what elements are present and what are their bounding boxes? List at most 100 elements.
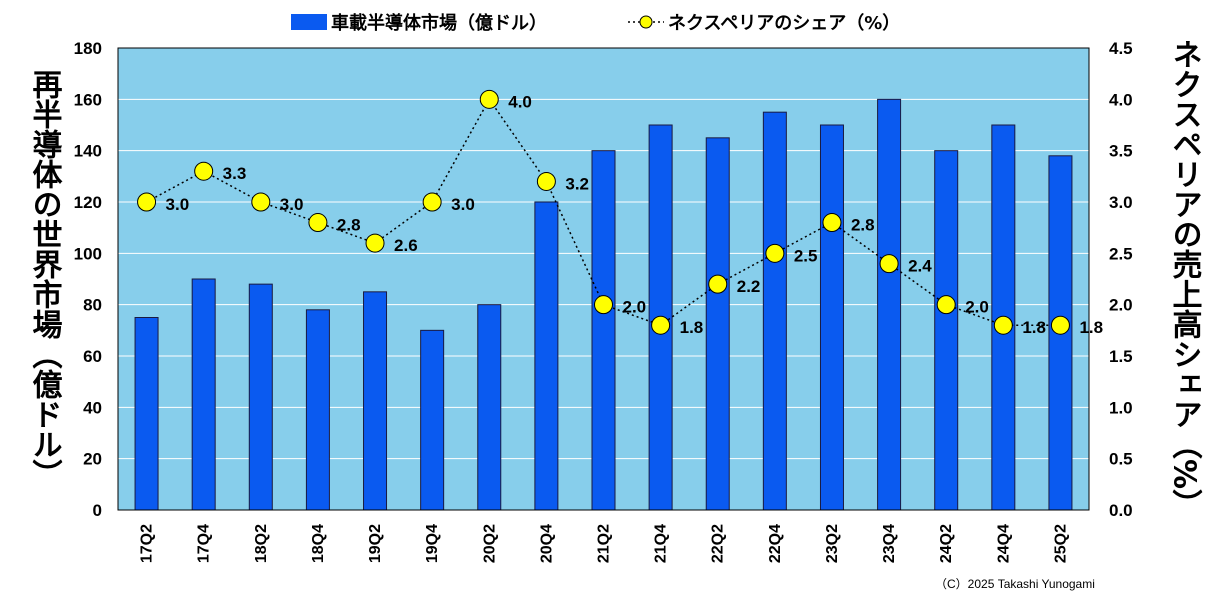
- market-bar: [534, 201, 559, 511]
- legend-bar-swatch: [291, 14, 327, 30]
- x-tick-label: 23Q2: [824, 524, 841, 563]
- y2-tick-label: 1.5: [1109, 347, 1133, 366]
- market-bar: [762, 111, 787, 511]
- share-marker: [194, 161, 214, 181]
- share-marker: [594, 295, 613, 315]
- x-tick-label: 22Q4: [767, 524, 784, 563]
- x-tick-label: 19Q2: [367, 524, 384, 563]
- legend-bar-label: 車載半導体市場（億ドル）: [331, 12, 547, 34]
- market-bar: [420, 329, 445, 511]
- x-tick-label: 18Q2: [253, 524, 270, 563]
- share-marker: [708, 274, 728, 294]
- y-tick-label: 0: [93, 501, 102, 520]
- y2-axis-title: ネクスペリアの売上高シェア（%）: [1167, 39, 1203, 519]
- plot-border: [117, 47, 1090, 511]
- share-marker: [879, 254, 899, 274]
- share-markers: [137, 89, 1070, 335]
- share-marker: [137, 192, 157, 212]
- share-marker: [936, 295, 956, 315]
- share-marker: [422, 192, 442, 212]
- share-data-label: 3.0: [280, 195, 304, 214]
- share-data-label: 1.8: [1022, 318, 1046, 337]
- share-data-label: 2.8: [337, 216, 361, 235]
- x-tick-label: 18Q4: [310, 524, 327, 563]
- share-line: [146, 97, 1061, 327]
- share-marker: [251, 192, 271, 212]
- market-bar: [705, 137, 730, 511]
- market-bar: [877, 98, 902, 511]
- y-tick-label: 40: [83, 398, 102, 417]
- x-axis-ticks: 17Q2 17Q4 18Q2 18Q4 19Q2 19Q4 20Q2 20Q4 21Q2 21Q4…: [139, 524, 1070, 563]
- y-tick-label: 160: [74, 90, 102, 109]
- share-marker: [308, 213, 328, 233]
- legend-line-label: ネクスペリアのシェア（%）: [668, 13, 900, 34]
- y-tick-label: 100: [74, 244, 102, 263]
- y2-tick-label: 3.5: [1109, 142, 1133, 161]
- share-data-label: 3.0: [451, 195, 475, 214]
- x-tick-label: 24Q2: [938, 524, 955, 563]
- legend: 車載半導体市場（億ドル） ネクスペリアのシェア（%）: [291, 12, 900, 34]
- share-data-label: 3.3: [223, 164, 247, 183]
- x-tick-label: 17Q2: [139, 524, 156, 563]
- x-tick-label: 24Q4: [995, 524, 1012, 563]
- y-tick-label: 80: [83, 296, 102, 315]
- share-marker: [1050, 315, 1070, 335]
- market-bar: [477, 304, 502, 511]
- share-data-label: 4.0: [508, 92, 532, 111]
- share-data-labels: 3.0 3.3 3.0 2.8 2.6 3.0 4.0 3.2 2.0 1.8 2.2 2.5 2.8 2…: [166, 92, 1104, 337]
- y-axis-ticks: 0 20 40 60 80 100 120 140 160 180: [74, 39, 102, 520]
- share-marker: [765, 243, 785, 263]
- share-data-label: 2.2: [737, 277, 761, 296]
- legend-marker-swatch: [639, 15, 653, 29]
- market-bar: [134, 317, 159, 511]
- y2-tick-label: 4.0: [1109, 90, 1133, 109]
- share-data-label: 2.4: [908, 257, 932, 276]
- market-bar: [191, 278, 216, 511]
- y2-tick-label: 0.0: [1109, 501, 1133, 520]
- copyright: （C）2025 Takashi Yunogami: [935, 577, 1095, 591]
- market-bar: [305, 309, 330, 511]
- y2-tick-label: 3.0: [1109, 193, 1133, 212]
- x-tick-label: 20Q4: [538, 524, 555, 563]
- share-data-label: 2.0: [623, 298, 647, 317]
- y2-tick-label: 2.5: [1109, 244, 1133, 263]
- y2-tick-label: 1.0: [1109, 398, 1133, 417]
- share-marker: [822, 213, 842, 233]
- share-data-label: 2.6: [394, 236, 418, 255]
- x-tick-label: 19Q4: [424, 524, 441, 563]
- share-data-label: 1.8: [680, 318, 704, 337]
- share-data-label: 3.2: [565, 174, 589, 193]
- share-marker: [479, 89, 499, 109]
- bars: [134, 98, 1073, 511]
- y-tick-label: 140: [74, 142, 102, 161]
- x-tick-label: 21Q4: [653, 524, 670, 563]
- share-data-label: 3.0: [166, 195, 190, 214]
- market-bar: [248, 283, 273, 511]
- x-tick-label: 23Q4: [881, 524, 898, 563]
- y2-tick-label: 4.5: [1109, 39, 1133, 58]
- y2-axis-ticks: 0.0 0.5 1.0 1.5 2.0 2.5 3.0 3.5 4.0 4.5: [1109, 39, 1133, 520]
- share-marker: [365, 233, 385, 253]
- share-data-label: 1.8: [1079, 318, 1103, 337]
- market-bar: [819, 124, 844, 511]
- y2-tick-label: 2.0: [1109, 296, 1133, 315]
- share-data-label: 2.0: [965, 298, 989, 317]
- market-bar: [363, 291, 388, 511]
- y2-tick-label: 0.5: [1109, 450, 1133, 469]
- x-tick-label: 17Q4: [196, 524, 213, 563]
- share-data-label: 2.8: [851, 216, 875, 235]
- y-tick-label: 120: [74, 193, 102, 212]
- x-tick-label: 20Q2: [481, 524, 498, 563]
- x-tick-label: 22Q2: [710, 524, 727, 563]
- x-tick-label: 25Q2: [1052, 524, 1069, 563]
- y-tick-label: 20: [83, 450, 102, 469]
- y-tick-label: 180: [74, 39, 102, 58]
- y-axis-title: 再半導体の世界市場（億ドル）: [27, 69, 63, 489]
- share-marker: [651, 315, 671, 335]
- market-bar: [591, 150, 616, 511]
- y-tick-label: 60: [83, 347, 102, 366]
- share-data-label: 2.5: [794, 246, 818, 265]
- market-bar: [934, 150, 959, 511]
- share-marker: [993, 315, 1013, 335]
